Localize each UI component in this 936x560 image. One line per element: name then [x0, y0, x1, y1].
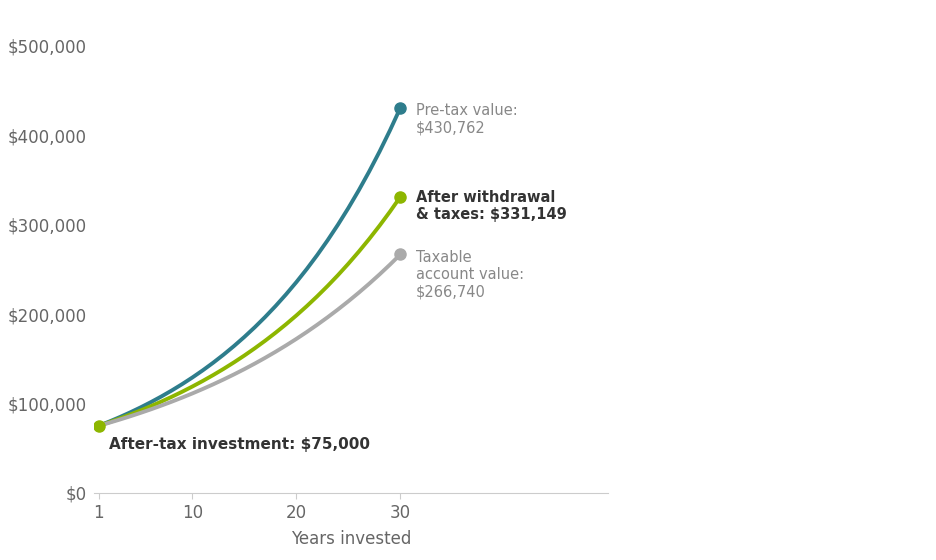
Text: After withdrawal
& taxes: $331,149: After withdrawal & taxes: $331,149 [416, 190, 567, 222]
Text: Taxable
account value:
$266,740: Taxable account value: $266,740 [416, 250, 524, 300]
X-axis label: Years invested: Years invested [291, 530, 411, 548]
Text: After-tax investment: $75,000: After-tax investment: $75,000 [110, 437, 371, 452]
Text: Pre-tax value:
$430,762: Pre-tax value: $430,762 [416, 103, 518, 136]
